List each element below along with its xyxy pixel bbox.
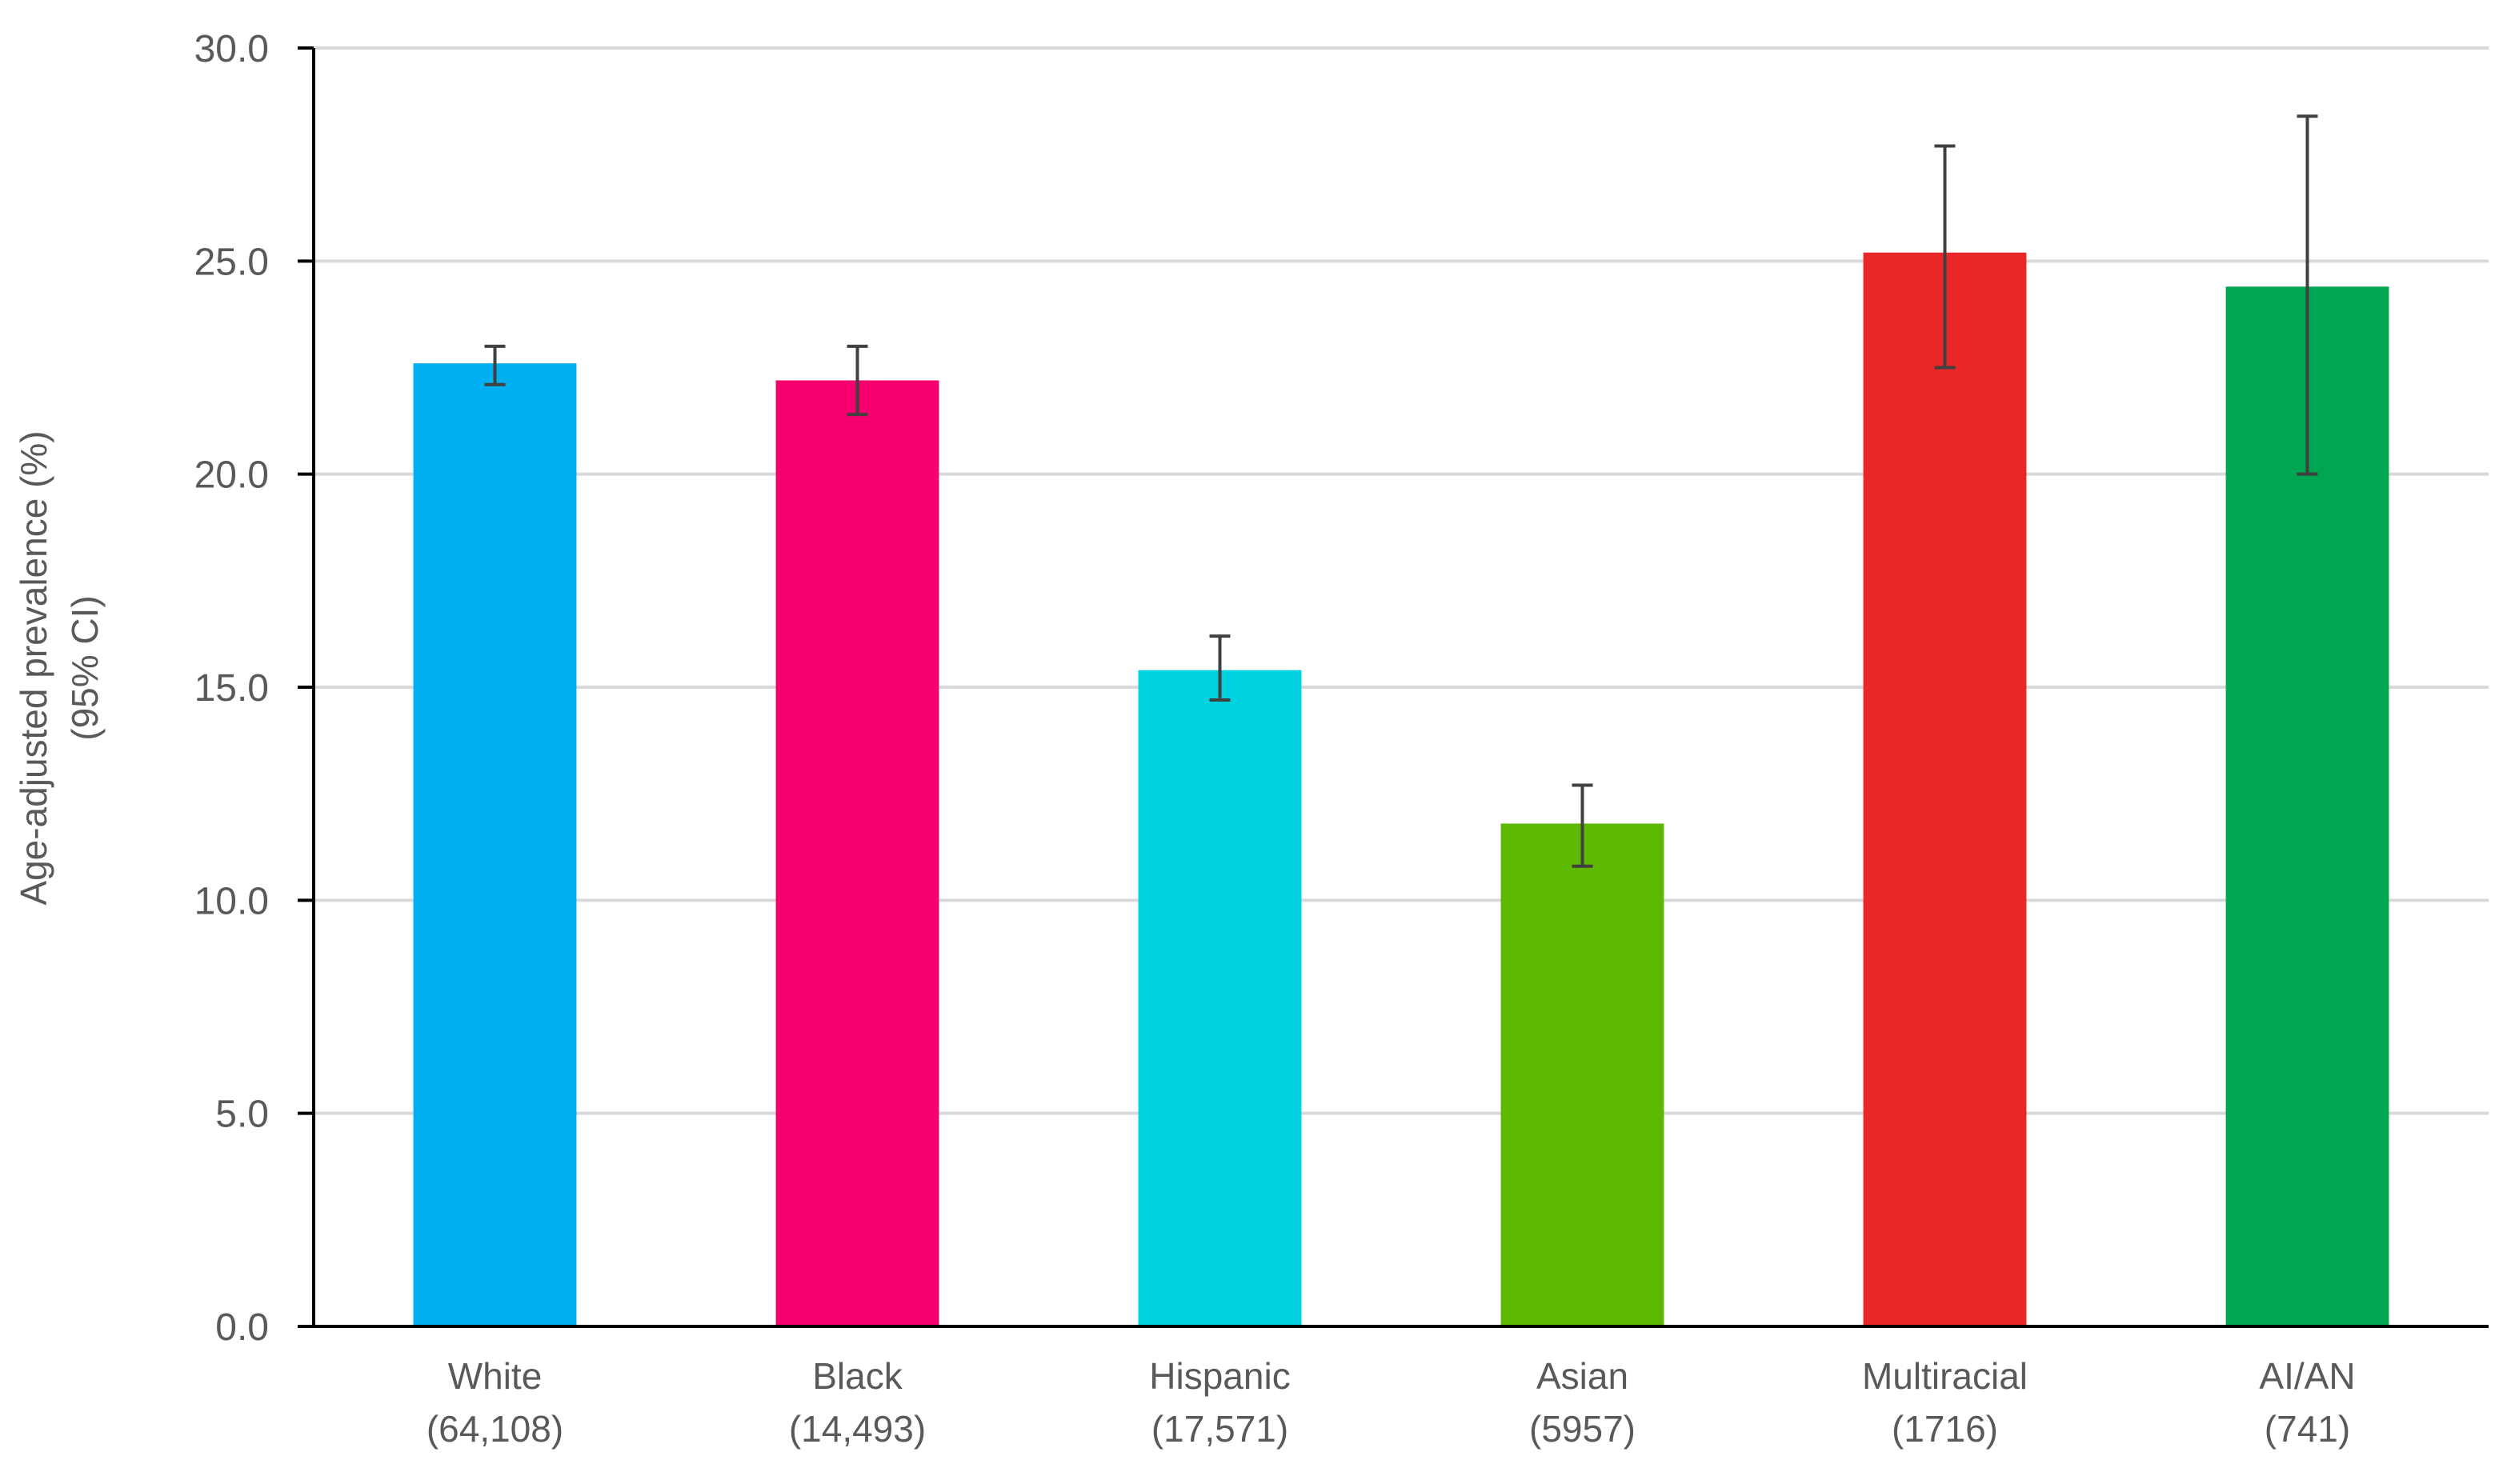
bar-multiracial (1863, 252, 2027, 1327)
x-category-count: (64,108) (427, 1408, 563, 1450)
y-tick-labels: 0.0 5.0 10.0 15.0 20.0 25.0 30.0 (194, 28, 314, 1349)
x-category-label: AI/AN (2259, 1355, 2355, 1397)
bar-white (413, 363, 577, 1326)
bar-hispanic (1138, 670, 1302, 1326)
x-category-count: (741) (2265, 1408, 2350, 1450)
bar-black (775, 380, 939, 1327)
y-axis-title-line1: Age-adjusted prevalence (%) (13, 430, 54, 905)
y-axis-title: Age-adjusted prevalence (%) (95% CI) (13, 430, 106, 905)
x-category-count: (5957) (1529, 1408, 1636, 1450)
x-category-label: White (448, 1355, 543, 1397)
x-category-label: Black (812, 1355, 903, 1397)
bar-asian (1500, 823, 1664, 1326)
x-category-label: Asian (1536, 1355, 1628, 1397)
x-category-label: Multiracial (1862, 1355, 2028, 1397)
x-category-count: (17,571) (1151, 1408, 1288, 1450)
bars (413, 252, 2389, 1327)
y-tick-label: 10.0 (194, 880, 269, 922)
y-axis-title-line2: (95% CI) (64, 595, 106, 740)
y-tick-label: 20.0 (194, 454, 269, 497)
x-category-labels: White (64,108) Black (14,493) Hispanic (17,57… (427, 1355, 2356, 1450)
y-tick-label: 0.0 (215, 1306, 269, 1349)
y-tick-label: 5.0 (215, 1094, 269, 1136)
y-tick-label: 15.0 (194, 667, 269, 710)
y-tick-label: 30.0 (194, 28, 269, 70)
gridlines (314, 46, 2489, 1115)
x-category-label: Hispanic (1149, 1355, 1290, 1397)
x-category-count: (14,493) (789, 1408, 926, 1450)
error-bars (484, 114, 2318, 868)
y-tick-label: 25.0 (194, 241, 269, 283)
x-category-count: (1716) (1892, 1408, 1998, 1450)
